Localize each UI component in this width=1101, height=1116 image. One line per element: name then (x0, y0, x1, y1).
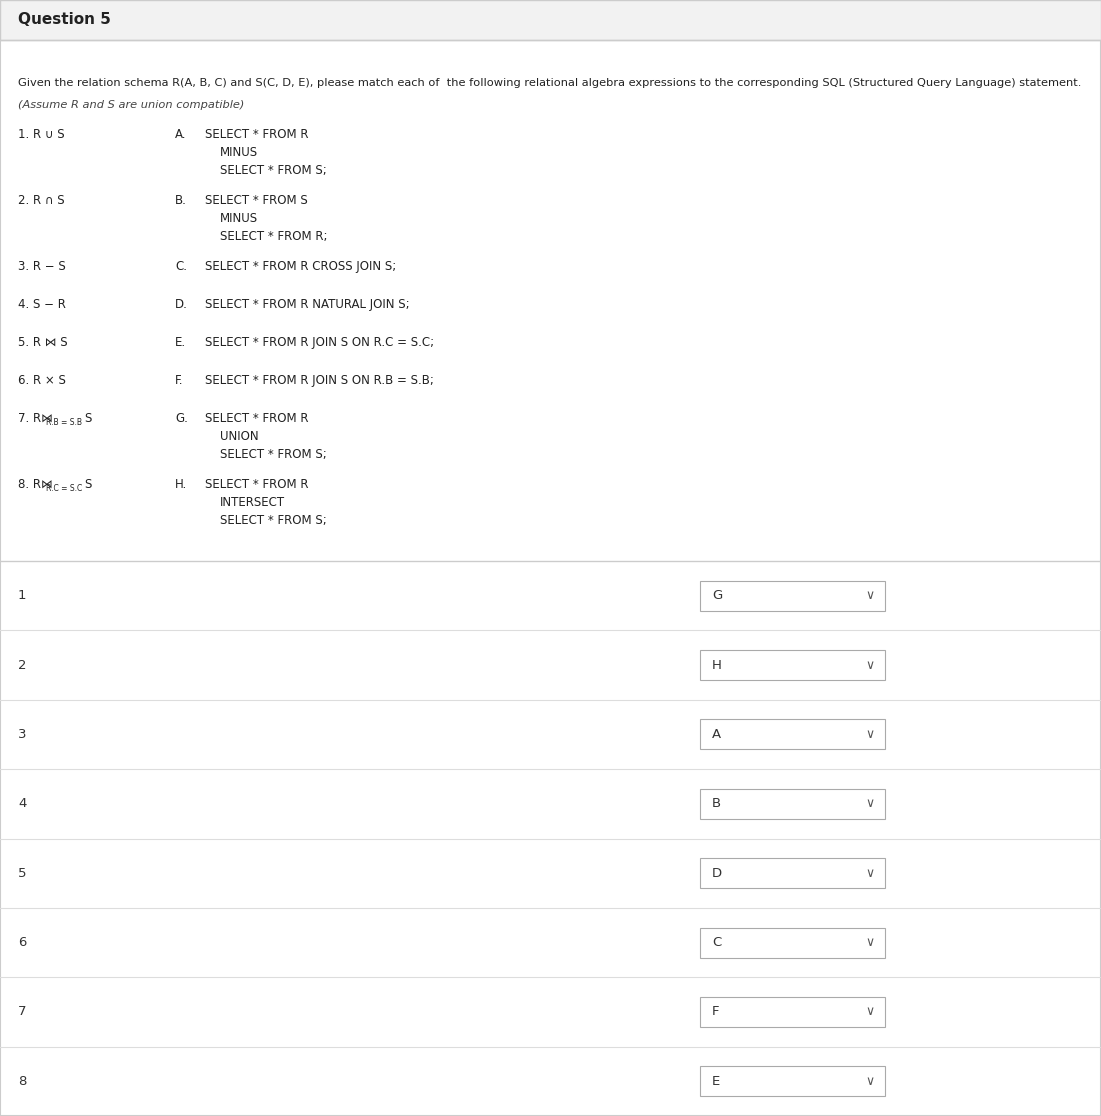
Text: R.B = S.B: R.B = S.B (46, 418, 81, 427)
Text: 7: 7 (18, 1006, 26, 1019)
Text: R.C = S.C: R.C = S.C (46, 484, 83, 493)
Text: ∨: ∨ (865, 936, 874, 949)
Text: C.: C. (175, 260, 187, 273)
Text: (Assume R and S are union compatible): (Assume R and S are union compatible) (18, 100, 244, 110)
Text: MINUS: MINUS (220, 146, 258, 158)
FancyBboxPatch shape (700, 650, 885, 680)
Text: SELECT * FROM S;: SELECT * FROM S; (220, 164, 327, 177)
Text: E.: E. (175, 336, 186, 349)
Text: ∨: ∨ (865, 1075, 874, 1088)
Text: SELECT * FROM R: SELECT * FROM R (205, 478, 308, 491)
Text: SELECT * FROM R NATURAL JOIN S;: SELECT * FROM R NATURAL JOIN S; (205, 298, 410, 311)
Text: ∨: ∨ (865, 589, 874, 603)
Text: MINUS: MINUS (220, 212, 258, 225)
Text: 6. R × S: 6. R × S (18, 374, 66, 387)
Text: 3. R − S: 3. R − S (18, 260, 66, 273)
Text: SELECT * FROM R: SELECT * FROM R (205, 412, 308, 425)
Text: SELECT * FROM S;: SELECT * FROM S; (220, 514, 327, 527)
Text: 4. S − R: 4. S − R (18, 298, 66, 311)
Text: 8: 8 (18, 1075, 26, 1088)
Text: SELECT * FROM S;: SELECT * FROM S; (220, 448, 327, 461)
Text: A: A (712, 728, 721, 741)
Text: 6: 6 (18, 936, 26, 949)
Text: C: C (712, 936, 721, 949)
Text: B.: B. (175, 194, 187, 206)
Text: SELECT * FROM R CROSS JOIN S;: SELECT * FROM R CROSS JOIN S; (205, 260, 396, 273)
Text: S: S (84, 478, 91, 491)
Text: 2. R ∩ S: 2. R ∩ S (18, 194, 65, 206)
Text: A.: A. (175, 128, 186, 141)
Text: Question 5: Question 5 (18, 12, 111, 28)
Text: ∨: ∨ (865, 658, 874, 672)
Text: H.: H. (175, 478, 187, 491)
Text: SELECT * FROM R JOIN S ON R.B = S.B;: SELECT * FROM R JOIN S ON R.B = S.B; (205, 374, 434, 387)
Bar (0, 0, 1101, 40)
FancyBboxPatch shape (700, 997, 885, 1027)
Text: 4: 4 (18, 797, 26, 810)
Text: 1. R ∪ S: 1. R ∪ S (18, 128, 65, 141)
Text: H: H (712, 658, 722, 672)
Text: 7. R⋈: 7. R⋈ (18, 412, 53, 425)
Text: G: G (712, 589, 722, 603)
Text: 5: 5 (18, 867, 26, 879)
Text: ∨: ∨ (865, 867, 874, 879)
Text: ∨: ∨ (865, 728, 874, 741)
Text: 5. R ⋈ S: 5. R ⋈ S (18, 336, 67, 349)
FancyBboxPatch shape (700, 580, 885, 610)
Text: 2: 2 (18, 658, 26, 672)
Text: ∨: ∨ (865, 1006, 874, 1019)
Text: D: D (712, 867, 722, 879)
FancyBboxPatch shape (700, 858, 885, 888)
Text: F: F (712, 1006, 719, 1019)
Text: UNION: UNION (220, 430, 259, 443)
Text: SELECT * FROM R JOIN S ON R.C = S.C;: SELECT * FROM R JOIN S ON R.C = S.C; (205, 336, 434, 349)
Text: F.: F. (175, 374, 184, 387)
FancyBboxPatch shape (700, 927, 885, 958)
FancyBboxPatch shape (700, 1066, 885, 1096)
Text: INTERSECT: INTERSECT (220, 496, 285, 509)
Text: 1: 1 (18, 589, 26, 603)
Text: G.: G. (175, 412, 188, 425)
Text: 8. R⋈: 8. R⋈ (18, 478, 53, 491)
Text: Given the relation schema R(A, B, C) and S(C, D, E), please match each of  the f: Given the relation schema R(A, B, C) and… (18, 78, 1081, 88)
Text: B: B (712, 797, 721, 810)
FancyBboxPatch shape (700, 789, 885, 819)
Text: SELECT * FROM R: SELECT * FROM R (205, 128, 308, 141)
Text: SELECT * FROM R;: SELECT * FROM R; (220, 230, 327, 243)
Text: D.: D. (175, 298, 188, 311)
Text: E: E (712, 1075, 720, 1088)
Text: ∨: ∨ (865, 797, 874, 810)
FancyBboxPatch shape (700, 720, 885, 750)
Text: SELECT * FROM S: SELECT * FROM S (205, 194, 308, 206)
Text: S: S (84, 412, 91, 425)
Text: 3: 3 (18, 728, 26, 741)
